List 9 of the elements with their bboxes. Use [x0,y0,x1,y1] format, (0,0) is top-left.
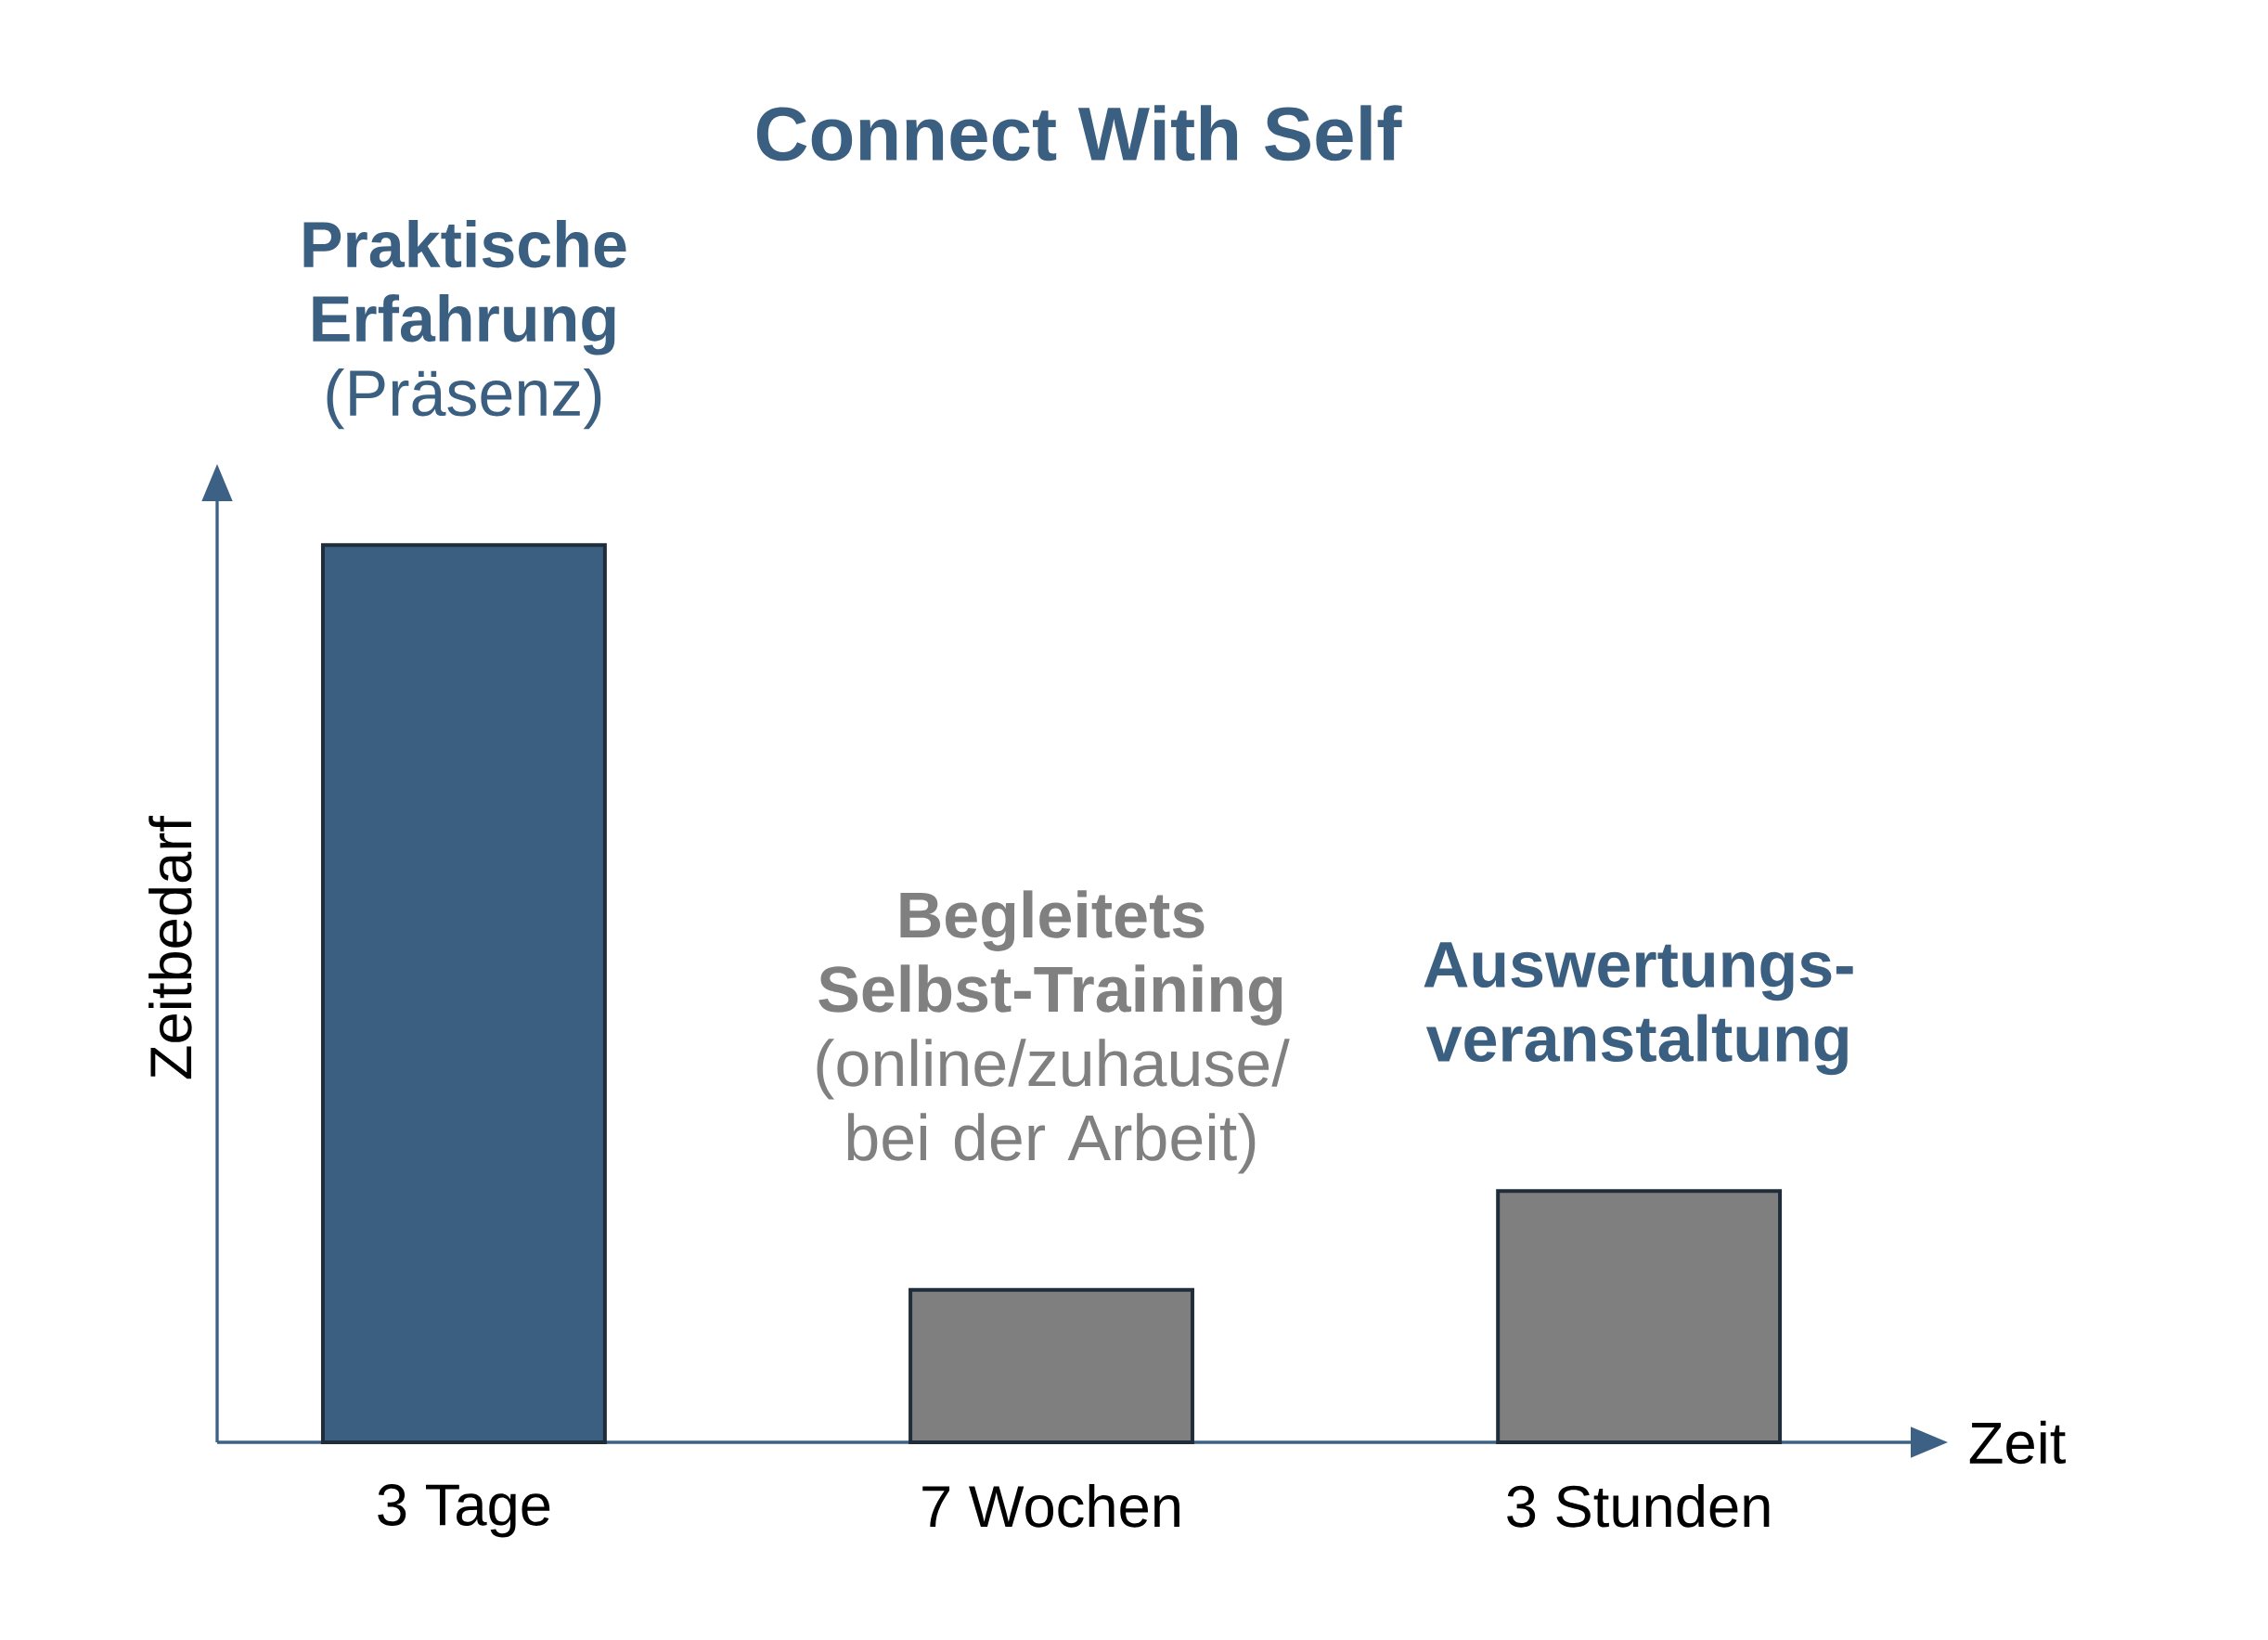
x-tick-label: 3 Stunden [1507,1484,1770,1528]
x-tick-label: 3 Tage [378,1484,550,1538]
x-tick-label: 7 Wochen [922,1484,1179,1528]
chart-title: Connect With Self [756,105,1402,161]
annotation: Begleitets Selbst-Training (online/zuhause/ bei der Arbeit) [817,890,1290,1174]
x-axis-title: Zeit [1969,1420,2066,1465]
y-axis-title: Zeitbedarf [148,815,192,1079]
annotation: Praktische Erfahrung (Präsenz) [303,220,626,430]
annotation: Auswertungs- veranstaltung [1424,942,1853,1076]
